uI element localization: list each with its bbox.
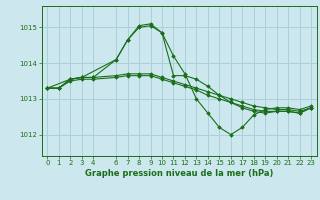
X-axis label: Graphe pression niveau de la mer (hPa): Graphe pression niveau de la mer (hPa) [85,169,273,178]
